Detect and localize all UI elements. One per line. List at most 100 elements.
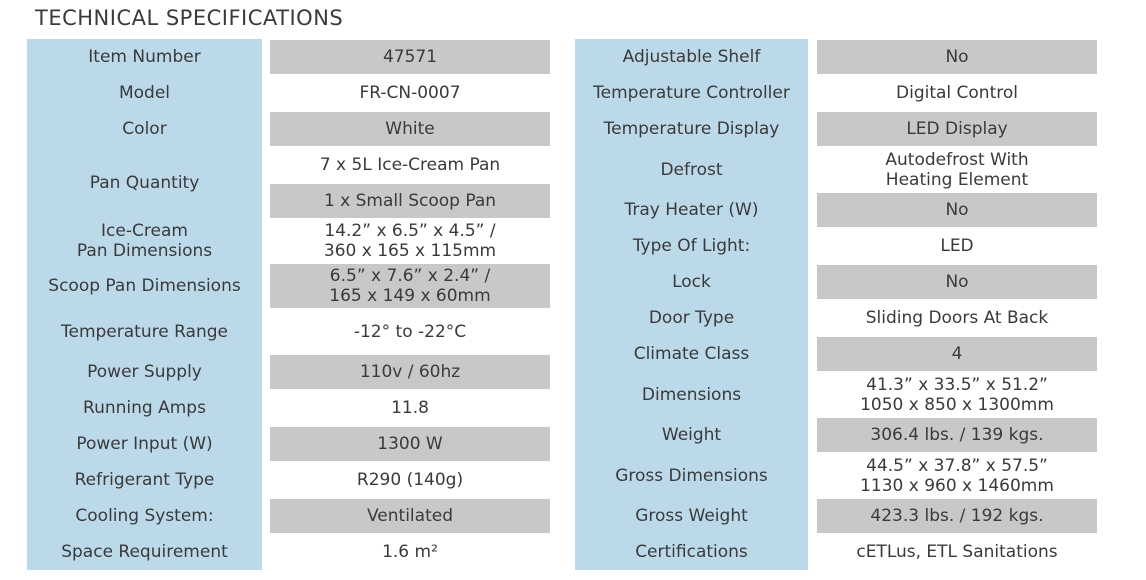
text-line: Sliding Doors At Back (865, 308, 1049, 328)
text-line: Pan Dimensions (76, 241, 213, 261)
text-line: Pan Quantity (89, 173, 200, 193)
value-cell: 306.4 lbs. / 139 kgs. (817, 418, 1097, 452)
text-line: FR-CN-0007 (359, 83, 461, 103)
value-cell: 11.8 (270, 390, 550, 426)
value-cell: cETLus, ETL Sanitations (817, 534, 1097, 570)
label-cell: Lock (575, 264, 808, 300)
text-line: Ventilated (367, 506, 453, 526)
text-line: Color (122, 119, 167, 139)
text-line: 1.6 m² (382, 542, 438, 562)
label-cell: Gross Dimensions (575, 453, 808, 498)
value-cell: 1 x Small Scoop Pan (270, 184, 550, 218)
text-line: Autodefrost With (885, 149, 1029, 170)
value-cell: No (817, 40, 1097, 74)
value-cell: Digital Control (817, 75, 1097, 111)
label-cell: Running Amps (27, 390, 262, 426)
text-line: 423.3 lbs. / 192 kgs. (870, 506, 1044, 526)
label-cell: Pan Quantity (27, 147, 262, 219)
label-cell: Gross Weight (575, 498, 808, 534)
value-cell: R290 (140g) (270, 462, 550, 498)
label-cell: Space Requirement (27, 534, 262, 570)
text-line: Ice-Cream (101, 221, 188, 241)
value-cell: LED Display (817, 112, 1097, 146)
value-cell: No (817, 265, 1097, 299)
text-line: Item Number (88, 47, 201, 67)
label-cell: Adjustable Shelf (575, 39, 808, 75)
text-line: Digital Control (896, 83, 1018, 103)
value-cell: 423.3 lbs. / 192 kgs. (817, 499, 1097, 533)
text-line: 4 (951, 344, 963, 364)
label-cell: Certifications (575, 534, 808, 570)
label-cell: Weight (575, 417, 808, 453)
label-column (575, 39, 808, 570)
label-cell: Model (27, 75, 262, 111)
value-cell: Autodefrost With Heating Element (817, 147, 1097, 192)
value-cell: White (270, 112, 550, 146)
text-line: White (385, 119, 435, 139)
value-cell: 6.5” x 7.6” x 2.4” /165 x 149 x 60mm (270, 264, 550, 308)
label-cell: Cooling System: (27, 498, 262, 534)
text-line: Defrost (660, 159, 723, 180)
text-line: Weight (661, 425, 722, 445)
text-line: Scoop Pan Dimensions (48, 276, 241, 296)
text-line: Running Amps (83, 398, 206, 418)
value-cell: 47571 (270, 40, 550, 74)
text-line: Power Supply (87, 362, 202, 382)
label-cell: Door Type (575, 300, 808, 336)
label-column (27, 39, 262, 570)
text-line: Lock (672, 272, 711, 292)
label-cell: Refrigerant Type (27, 462, 262, 498)
text-line: Power Input (W) (76, 434, 213, 454)
label-cell: Ice-Cream Pan Dimensions (27, 219, 262, 263)
text-line: Adjustable Shelf (622, 47, 761, 67)
label-cell: Dimensions (575, 372, 808, 417)
text-line: 11.8 (391, 398, 429, 418)
text-line: Certifications (635, 542, 748, 562)
text-line: 7 x 5L Ice-Cream Pan (319, 155, 501, 175)
text-line: R290 (140g) (356, 470, 464, 490)
label-cell: Temperature Range (27, 309, 262, 354)
text-line: 360 x 165 x 115mm (323, 241, 497, 261)
label-cell: Item Number (27, 39, 262, 75)
value-cell: 7 x 5L Ice-Cream Pan (270, 147, 550, 183)
text-line: Dimensions (641, 384, 742, 405)
text-line: 110v / 60hz (359, 362, 461, 382)
text-line: Cooling System: (75, 506, 214, 526)
value-cell: 44.5” x 37.8” x 57.5” 1130 x 960 x 1460mm (817, 453, 1097, 498)
text-line: Model (118, 83, 171, 103)
text-line: Temperature Controller (593, 83, 790, 103)
text-line: 44.5” x 37.8” x 57.5” (866, 455, 1048, 476)
text-line: cETLus, ETL Sanitations (856, 542, 1058, 562)
text-line: No (945, 200, 969, 220)
text-line: Temperature Display (603, 119, 780, 139)
label-cell: Climate Class (575, 336, 808, 372)
value-cell: -12° to -22°C (270, 309, 550, 354)
value-cell: 4 (817, 337, 1097, 371)
text-line: No (945, 272, 969, 292)
value-cell: 1300 W (270, 427, 550, 461)
text-line: Door Type (648, 308, 735, 328)
text-line: 47571 (382, 47, 438, 67)
text-line: 306.4 lbs. / 139 kgs. (870, 425, 1044, 445)
text-line: LED Display (906, 119, 1008, 139)
label-cell: Tray Heater (W) (575, 192, 808, 228)
text-line: Tray Heater (W) (624, 200, 759, 220)
text-line: Climate Class (633, 344, 750, 364)
text-line: Gross Dimensions (615, 465, 768, 486)
text-line: LED (940, 236, 974, 256)
text-line: -12° to -22°C (353, 321, 467, 342)
text-line: 1130 x 960 x 1460mm (860, 475, 1054, 496)
value-cell: FR-CN-0007 (270, 75, 550, 111)
value-cell: 1.6 m² (270, 534, 550, 570)
text-line: Heating Element (885, 169, 1029, 190)
label-cell: Color (27, 111, 262, 147)
text-line: Space Requirement (61, 542, 228, 562)
value-cell: 41.3” x 33.5” x 51.2” 1050 x 850 x 1300mm (817, 372, 1097, 417)
text-line: 1050 x 850 x 1300mm (860, 394, 1054, 415)
text-line: 1 x Small Scoop Pan (323, 191, 497, 211)
text-line: Type Of Light: (632, 236, 751, 256)
label-cell: Power Input (W) (27, 426, 262, 462)
label-cell: Power Supply (27, 354, 262, 390)
label-cell: Scoop Pan Dimensions (27, 263, 262, 309)
